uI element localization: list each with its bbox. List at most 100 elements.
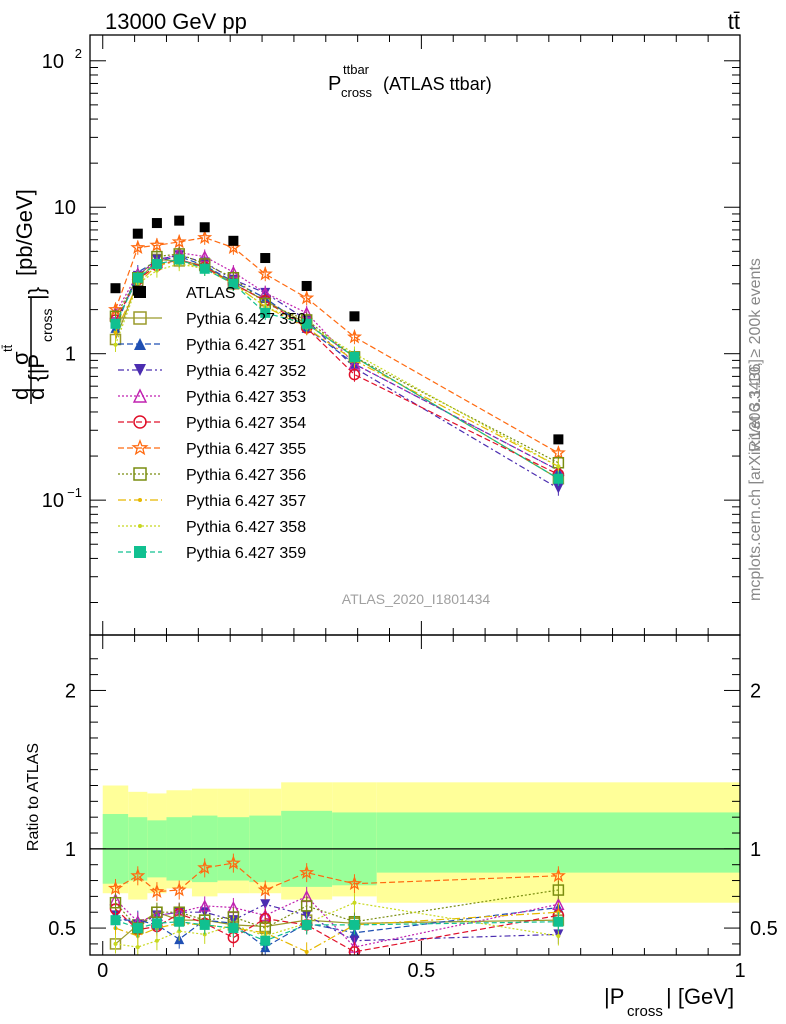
legend-marker <box>138 524 142 528</box>
ratio-frame <box>89 634 741 956</box>
data-point <box>174 215 185 226</box>
header-right: tt̄ <box>728 9 740 34</box>
series-line <box>114 258 559 475</box>
plot-title-tail: (ATLAS ttbar) <box>383 74 492 94</box>
ratio-point <box>135 945 140 950</box>
series-point <box>260 307 271 318</box>
ratio-point <box>113 941 118 946</box>
legend-entry-3: Pythia 6.427 352 <box>118 363 306 380</box>
legend-label: Pythia 6.427 351 <box>186 337 306 354</box>
series-point <box>199 263 210 274</box>
ratio-line <box>115 906 559 948</box>
y-axis-label-units: [pb/GeV] <box>12 189 37 276</box>
legend-entry-7: Pythia 6.427 356 <box>118 467 306 484</box>
y-axis-label-ratio: Ratio to ATLAS <box>25 743 42 851</box>
ratio-point <box>552 884 565 896</box>
series-layer <box>108 215 566 496</box>
ratio-point <box>550 867 566 883</box>
data-point <box>151 218 162 229</box>
series-point <box>299 290 315 305</box>
ratio-y-tick-label-right: 0.5 <box>750 918 778 940</box>
y-axis-label-sub: cross <box>39 309 55 342</box>
ratio-point <box>151 918 162 929</box>
ratio-series-6 <box>108 853 566 902</box>
legend-label: ATLAS <box>186 285 236 302</box>
series-point <box>110 318 121 329</box>
series-point <box>113 330 118 335</box>
ratio-line <box>115 903 559 942</box>
ratio-point <box>257 882 273 897</box>
series-point <box>349 351 360 362</box>
legend-label: Pythia 6.427 354 <box>186 415 306 432</box>
y-axis-label-d: d <box>8 388 33 400</box>
ratio-point <box>108 880 123 895</box>
data-point <box>228 235 239 246</box>
ratio-point <box>228 923 239 934</box>
data-point <box>260 253 271 264</box>
series-point <box>348 368 361 381</box>
data-point <box>301 280 312 291</box>
legend-entry-4: Pythia 6.427 353 <box>118 388 306 406</box>
legend-marker <box>133 467 147 481</box>
series-point <box>197 229 213 245</box>
ratio-point <box>110 915 121 926</box>
ratio-point <box>349 919 360 930</box>
series-point <box>151 258 162 269</box>
y-tick-label-exp: 2 <box>75 46 82 61</box>
series-6 <box>108 229 566 461</box>
ratio-point <box>132 923 143 934</box>
legend-entry-0: ATLAS <box>134 285 236 302</box>
series-point <box>550 445 566 460</box>
legend-marker <box>138 498 142 502</box>
ratio-bands <box>90 782 740 903</box>
ratio-point <box>300 900 313 912</box>
ratio-y-tick-label-left: 2 <box>65 680 76 702</box>
ratio-point <box>299 864 315 880</box>
ratio-point <box>352 900 357 905</box>
ratio-y-tick-label-right: 1 <box>750 839 761 861</box>
side-label-bottom: mcplots.cern.ch [arXiv:1306.3436] <box>747 359 764 601</box>
header-left: 13000 GeV pp <box>105 9 247 34</box>
legend-label: Pythia 6.427 355 <box>186 441 306 458</box>
series-point <box>171 234 187 249</box>
side-label-top: Rivet 3.1.10, ≥ 200k events <box>747 258 764 452</box>
series-point <box>113 342 118 347</box>
y-tick-label: 10 <box>54 197 76 219</box>
ratio-y-tick-label-left: 0.5 <box>48 918 76 940</box>
legend-marker <box>133 415 147 429</box>
watermark: ATLAS_2020_I1801434 <box>342 591 491 607</box>
legend-entry-6: Pythia 6.427 355 <box>118 438 306 458</box>
data-point <box>199 222 210 233</box>
series-line <box>114 236 559 454</box>
ratio-point <box>260 899 271 910</box>
ratio-point <box>109 896 122 909</box>
series-point <box>553 483 564 494</box>
x-axis-label-main: |P <box>604 984 624 1009</box>
data-point <box>110 283 121 294</box>
ratio-point <box>260 935 271 946</box>
series-10 <box>110 252 564 486</box>
ratio-point <box>197 860 213 875</box>
legend-entry-9: Pythia 6.427 358 <box>118 519 306 536</box>
x-axis-label-sub: cross <box>627 1003 663 1020</box>
y-tick-label: 10 <box>42 490 64 512</box>
data-point <box>553 434 564 445</box>
series-line <box>114 258 559 480</box>
legend-entry-1: Pythia 6.427 350 <box>118 311 306 328</box>
ratio-line <box>115 919 559 942</box>
ratio-point <box>199 919 210 930</box>
series-point <box>130 239 146 255</box>
inner-band-segment <box>376 812 740 873</box>
ratio-point <box>154 938 159 943</box>
plot-title-main: P <box>328 73 341 95</box>
x-axis-label-unit: | [GeV] <box>666 984 734 1009</box>
legend-label: Pythia 6.427 357 <box>186 493 306 510</box>
series-point <box>257 266 273 281</box>
legend-label: Pythia 6.427 350 <box>186 311 306 328</box>
series-point <box>553 473 564 484</box>
ratio-line <box>115 902 559 948</box>
legend-label: Pythia 6.427 352 <box>186 363 306 380</box>
plot-title-sup: ttbar <box>343 62 370 77</box>
